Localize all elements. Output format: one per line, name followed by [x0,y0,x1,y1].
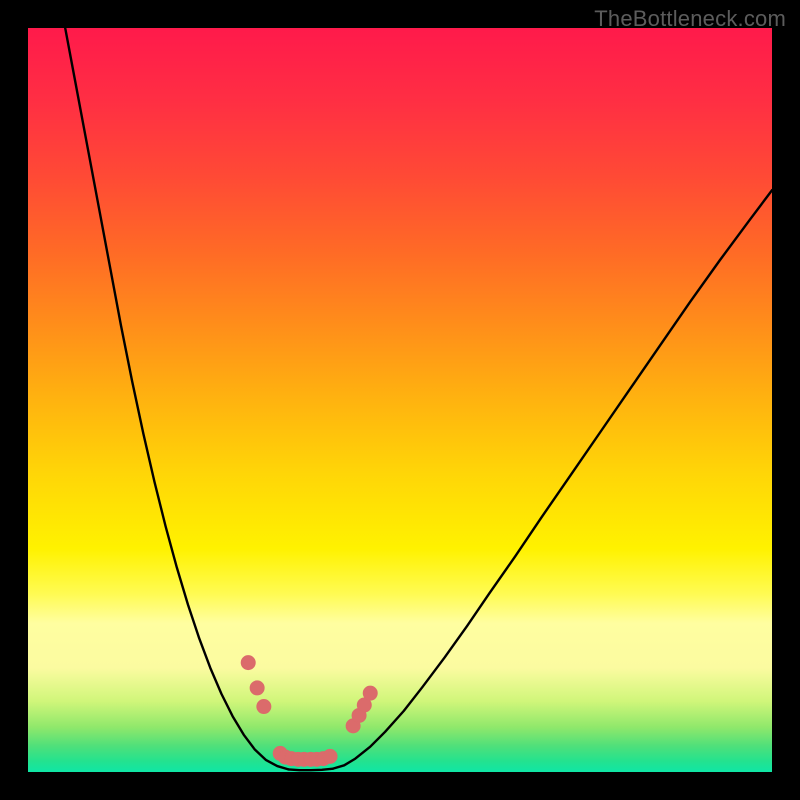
marker-point [250,681,264,695]
curve-left-branch [65,28,288,769]
curve-layer [28,28,772,772]
marker-point [323,749,337,763]
marker-point [257,700,271,714]
curve-right-branch [333,190,772,768]
plot-area [28,28,772,772]
marker-point [241,656,255,670]
marker-point [363,686,377,700]
figure-root: TheBottleneck.com [0,0,800,800]
curve-valley-floor [288,769,333,770]
